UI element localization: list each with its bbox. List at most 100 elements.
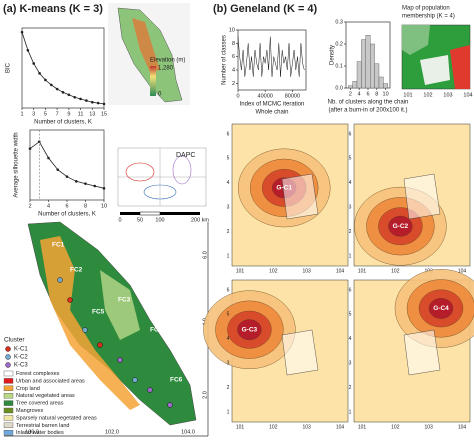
natural-vegetation bbox=[100, 270, 140, 340]
lon-tick-label: 103 bbox=[443, 92, 452, 98]
legend-label: Inland water bodies bbox=[16, 430, 64, 436]
lon-tick-label: 102 bbox=[269, 268, 278, 274]
legend-swatch bbox=[3, 393, 14, 399]
sample-cluster bbox=[281, 173, 319, 220]
line bbox=[29, 141, 105, 189]
legend-label: Forest complexes bbox=[16, 371, 60, 377]
point bbox=[44, 78, 47, 82]
map-label: FC3 bbox=[118, 297, 131, 304]
sample-site bbox=[67, 297, 73, 303]
y-tick-label: 10 bbox=[229, 27, 235, 33]
legend-title: Cluster bbox=[4, 337, 25, 344]
lon-tick-label: 102 bbox=[391, 268, 400, 274]
point bbox=[61, 91, 65, 94]
scale-bar bbox=[160, 212, 200, 215]
x-axis-label: Number of clusters, K bbox=[34, 120, 92, 126]
y-axis-label: BIC bbox=[6, 62, 12, 73]
elevation-legend-title: Elevation (m) bbox=[150, 58, 185, 64]
legend-swatch bbox=[3, 415, 14, 421]
point bbox=[49, 83, 53, 87]
scale-label: 0 bbox=[118, 217, 121, 223]
sample-site bbox=[132, 377, 138, 383]
sample-site bbox=[97, 342, 103, 348]
y-axis-label: Number of classes bbox=[222, 35, 228, 85]
lon-tick-label: 104 bbox=[336, 424, 345, 430]
legend-label: Mangroves bbox=[16, 408, 43, 414]
bar bbox=[361, 39, 366, 89]
bar bbox=[374, 63, 380, 89]
bar bbox=[370, 43, 375, 89]
legend-label: Crop land bbox=[16, 386, 40, 392]
heat-contour bbox=[428, 297, 454, 319]
legend-swatch bbox=[3, 407, 14, 414]
x-tick-label: 11 bbox=[78, 111, 84, 117]
lon-tick-label: 102 bbox=[391, 424, 400, 430]
point bbox=[20, 30, 24, 34]
point bbox=[26, 48, 30, 52]
lat-tick-label: 6 bbox=[349, 131, 352, 137]
x-tick-label: 2 bbox=[28, 203, 31, 209]
lat-tick-label: 4 bbox=[349, 180, 352, 186]
legend-label: Natural vegetated areas bbox=[16, 393, 75, 399]
lat-tick-label: 5 bbox=[227, 156, 230, 162]
x-tick-label: 2 bbox=[349, 91, 352, 97]
sample-site bbox=[117, 357, 123, 363]
x-tick-label: 8 bbox=[84, 203, 87, 209]
x-tick-label: 1 bbox=[20, 111, 23, 117]
x-axis-label: (after a burn-in of 200x100 it.) bbox=[328, 108, 407, 114]
lon-tick-label: 103 bbox=[302, 424, 311, 430]
x-tick-label: 6 bbox=[65, 203, 68, 209]
point bbox=[85, 99, 88, 102]
x-tick-label: 10 bbox=[383, 91, 389, 97]
elevation-legend-bar bbox=[150, 66, 156, 96]
sample-cluster bbox=[403, 329, 441, 376]
map-label: FC5 bbox=[92, 309, 105, 316]
lon-tick-label: 102.0 bbox=[105, 429, 119, 435]
lat-tick-label: 3 bbox=[227, 205, 230, 211]
x-tick-label: 40000 bbox=[258, 93, 273, 99]
lat-tick-label: 3 bbox=[349, 205, 352, 211]
scale-bar bbox=[120, 212, 140, 215]
bar bbox=[383, 83, 388, 89]
point bbox=[96, 101, 100, 105]
point bbox=[90, 100, 94, 104]
bar bbox=[356, 61, 362, 89]
legend-label: Tree covered areas bbox=[16, 401, 64, 407]
plot-frame bbox=[21, 27, 105, 109]
bar bbox=[352, 81, 358, 89]
lat-tick-label: 6 bbox=[227, 287, 230, 293]
lon-tick-label: 101 bbox=[236, 268, 245, 274]
lat-tick-label: 4 bbox=[227, 180, 230, 186]
lat-tick-label: 6 bbox=[349, 287, 352, 293]
lat-tick-label: 6.0 bbox=[202, 251, 208, 259]
legend-swatch bbox=[3, 378, 14, 384]
scale-label: 50 bbox=[137, 217, 143, 223]
x-tick-label: 4 bbox=[47, 203, 50, 209]
point bbox=[93, 184, 97, 188]
y-tick-label: 8 bbox=[232, 41, 235, 47]
membership-zone bbox=[420, 55, 450, 85]
lat-tick-label: 1 bbox=[227, 409, 230, 415]
legend-swatch bbox=[5, 362, 11, 368]
lat-tick-label: 5 bbox=[349, 156, 352, 162]
cluster-label: G-C1 bbox=[276, 185, 292, 192]
y-tick-label: 6 bbox=[232, 54, 235, 60]
sample-site bbox=[167, 402, 173, 408]
y-axis-label: Density bbox=[330, 45, 336, 65]
scale-label: 100 bbox=[155, 217, 164, 223]
lon-tick-label: 101 bbox=[358, 268, 367, 274]
point bbox=[38, 72, 41, 75]
x-axis-label: Whole chain bbox=[255, 110, 288, 116]
x-tick-label: 9 bbox=[67, 111, 70, 117]
dapc-ellipse bbox=[143, 184, 177, 200]
lon-tick-label: 102 bbox=[423, 92, 432, 98]
point bbox=[102, 102, 106, 106]
lat-tick-label: 4 bbox=[349, 336, 352, 342]
scale-label: 200 km bbox=[191, 217, 209, 223]
lat-tick-label: 1 bbox=[349, 253, 352, 259]
bar bbox=[378, 76, 384, 89]
lon-tick-label: 104 bbox=[458, 424, 467, 430]
lon-tick-label: 104 bbox=[463, 92, 472, 98]
y-tick-label: 0.2 bbox=[335, 41, 343, 47]
lon-tick-label: 100.0 bbox=[25, 429, 39, 435]
